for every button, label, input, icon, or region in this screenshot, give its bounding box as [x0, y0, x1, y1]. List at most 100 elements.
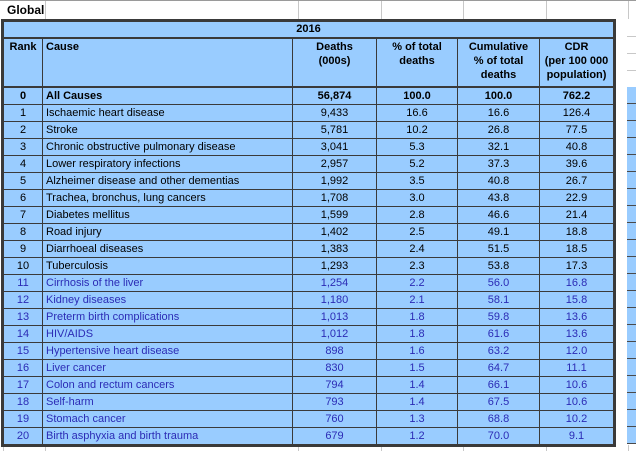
- deaths-cell[interactable]: 56,874: [292, 86, 377, 105]
- cumulative-cell[interactable]: 40.8: [457, 172, 540, 190]
- rank-cell[interactable]: 2: [2, 121, 43, 139]
- cumulative-cell[interactable]: 51.5: [457, 240, 540, 258]
- cause-cell[interactable]: Cirrhosis of the liver: [42, 274, 293, 292]
- deaths-cell[interactable]: 1,013: [292, 308, 377, 326]
- cdr-cell[interactable]: 13.6: [539, 308, 615, 326]
- cdr-cell[interactable]: 126.4: [539, 104, 615, 122]
- pct-cell[interactable]: 10.2: [376, 121, 458, 139]
- rank-cell[interactable]: 1: [2, 104, 43, 122]
- pct-cell[interactable]: 2.4: [376, 240, 458, 258]
- deaths-cell[interactable]: 794: [292, 376, 377, 394]
- rank-cell[interactable]: 6: [2, 189, 43, 207]
- pct-cell[interactable]: 16.6: [376, 104, 458, 122]
- cause-cell[interactable]: Tuberculosis: [42, 257, 293, 275]
- deaths-cell[interactable]: 1,402: [292, 223, 377, 241]
- cdr-cell[interactable]: 10.6: [539, 393, 615, 411]
- col-header-cumulative[interactable]: Cumulative % of total deaths: [457, 37, 540, 88]
- deaths-cell[interactable]: 1,383: [292, 240, 377, 258]
- cause-cell[interactable]: Diarrhoeal diseases: [42, 240, 293, 258]
- rank-cell[interactable]: 9: [2, 240, 43, 258]
- cause-cell[interactable]: Road injury: [42, 223, 293, 241]
- cumulative-cell[interactable]: 64.7: [457, 359, 540, 377]
- cause-cell[interactable]: Chronic obstructive pulmonary disease: [42, 138, 293, 156]
- cdr-cell[interactable]: 22.9: [539, 189, 615, 207]
- cumulative-cell[interactable]: 37.3: [457, 155, 540, 173]
- pct-cell[interactable]: 2.2: [376, 274, 458, 292]
- cumulative-cell[interactable]: 67.5: [457, 393, 540, 411]
- cause-cell[interactable]: HIV/AIDS: [42, 325, 293, 343]
- cdr-cell[interactable]: 10.2: [539, 410, 615, 428]
- cumulative-cell[interactable]: 43.8: [457, 189, 540, 207]
- rank-cell[interactable]: 12: [2, 291, 43, 309]
- rank-cell[interactable]: 0: [2, 86, 43, 105]
- cause-cell[interactable]: Hypertensive heart disease: [42, 342, 293, 360]
- cause-cell[interactable]: Stroke: [42, 121, 293, 139]
- region-cell[interactable]: Global: [7, 2, 44, 18]
- col-header-deaths[interactable]: Deaths (000s): [292, 37, 377, 88]
- pct-cell[interactable]: 1.8: [376, 308, 458, 326]
- cumulative-cell[interactable]: 58.1: [457, 291, 540, 309]
- cumulative-cell[interactable]: 68.8: [457, 410, 540, 428]
- cumulative-cell[interactable]: 49.1: [457, 223, 540, 241]
- cumulative-cell[interactable]: 56.0: [457, 274, 540, 292]
- rank-cell[interactable]: 13: [2, 308, 43, 326]
- deaths-cell[interactable]: 1,012: [292, 325, 377, 343]
- deaths-cell[interactable]: 9,433: [292, 104, 377, 122]
- rank-cell[interactable]: 19: [2, 410, 43, 428]
- pct-cell[interactable]: 3.0: [376, 189, 458, 207]
- deaths-cell[interactable]: 830: [292, 359, 377, 377]
- rank-cell[interactable]: 8: [2, 223, 43, 241]
- cumulative-cell[interactable]: 53.8: [457, 257, 540, 275]
- pct-cell[interactable]: 2.8: [376, 206, 458, 224]
- cdr-cell[interactable]: 26.7: [539, 172, 615, 190]
- cause-cell[interactable]: Kidney diseases: [42, 291, 293, 309]
- deaths-cell[interactable]: 1,180: [292, 291, 377, 309]
- cause-cell[interactable]: All Causes: [42, 86, 293, 105]
- pct-cell[interactable]: 2.3: [376, 257, 458, 275]
- cumulative-cell[interactable]: 26.8: [457, 121, 540, 139]
- pct-cell[interactable]: 100.0: [376, 86, 458, 105]
- deaths-cell[interactable]: 5,781: [292, 121, 377, 139]
- cdr-cell[interactable]: 18.8: [539, 223, 615, 241]
- pct-cell[interactable]: 5.3: [376, 138, 458, 156]
- rank-cell[interactable]: 20: [2, 427, 43, 446]
- cause-cell[interactable]: Birth asphyxia and birth trauma: [42, 427, 293, 446]
- deaths-cell[interactable]: 1,254: [292, 274, 377, 292]
- cdr-cell[interactable]: 12.0: [539, 342, 615, 360]
- pct-cell[interactable]: 2.1: [376, 291, 458, 309]
- deaths-cell[interactable]: 679: [292, 427, 377, 446]
- pct-cell[interactable]: 5.2: [376, 155, 458, 173]
- cause-cell[interactable]: Liver cancer: [42, 359, 293, 377]
- rank-cell[interactable]: 10: [2, 257, 43, 275]
- rank-cell[interactable]: 7: [2, 206, 43, 224]
- rank-cell[interactable]: 15: [2, 342, 43, 360]
- cdr-cell[interactable]: 15.8: [539, 291, 615, 309]
- cdr-cell[interactable]: 10.6: [539, 376, 615, 394]
- cumulative-cell[interactable]: 63.2: [457, 342, 540, 360]
- cdr-cell[interactable]: 16.8: [539, 274, 615, 292]
- col-header-cdr[interactable]: CDR (per 100 000 population): [539, 37, 615, 88]
- cause-cell[interactable]: Lower respiratory infections: [42, 155, 293, 173]
- pct-cell[interactable]: 1.2: [376, 427, 458, 446]
- pct-cell[interactable]: 1.6: [376, 342, 458, 360]
- pct-cell[interactable]: 1.5: [376, 359, 458, 377]
- rank-cell[interactable]: 5: [2, 172, 43, 190]
- cause-cell[interactable]: Stomach cancer: [42, 410, 293, 428]
- cumulative-cell[interactable]: 70.0: [457, 427, 540, 446]
- pct-cell[interactable]: 2.5: [376, 223, 458, 241]
- col-header-cause[interactable]: Cause: [42, 37, 293, 88]
- pct-cell[interactable]: 1.3: [376, 410, 458, 428]
- year-cell[interactable]: 2016: [2, 20, 615, 39]
- cumulative-cell[interactable]: 100.0: [457, 86, 540, 105]
- rank-cell[interactable]: 17: [2, 376, 43, 394]
- deaths-cell[interactable]: 1,992: [292, 172, 377, 190]
- rank-cell[interactable]: 11: [2, 274, 43, 292]
- cumulative-cell[interactable]: 61.6: [457, 325, 540, 343]
- pct-cell[interactable]: 3.5: [376, 172, 458, 190]
- deaths-cell[interactable]: 1,708: [292, 189, 377, 207]
- col-header-rank[interactable]: Rank: [2, 37, 43, 88]
- deaths-cell[interactable]: 1,599: [292, 206, 377, 224]
- cdr-cell[interactable]: 21.4: [539, 206, 615, 224]
- pct-cell[interactable]: 1.8: [376, 325, 458, 343]
- deaths-cell[interactable]: 793: [292, 393, 377, 411]
